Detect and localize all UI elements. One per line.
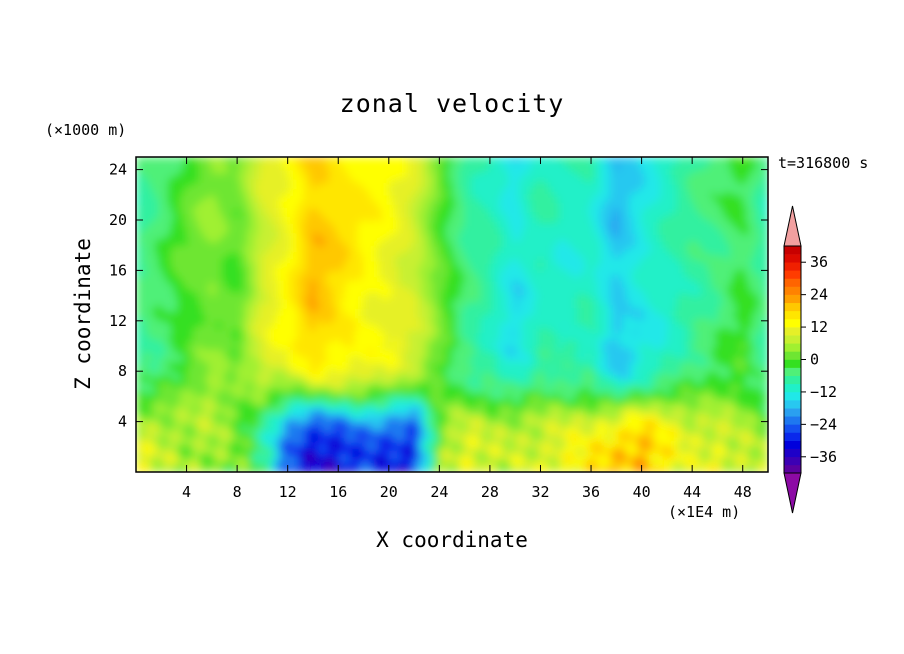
chart-figure: zonal velocity (×1000 m) t=316800 s 4 8 12… <box>0 0 904 654</box>
time-label: t=316800 s <box>778 154 868 172</box>
heatmap-field <box>136 157 769 473</box>
chart-title: zonal velocity <box>340 89 565 118</box>
y-unit-label: (×1000 m) <box>45 121 126 139</box>
plot-area <box>136 157 769 473</box>
